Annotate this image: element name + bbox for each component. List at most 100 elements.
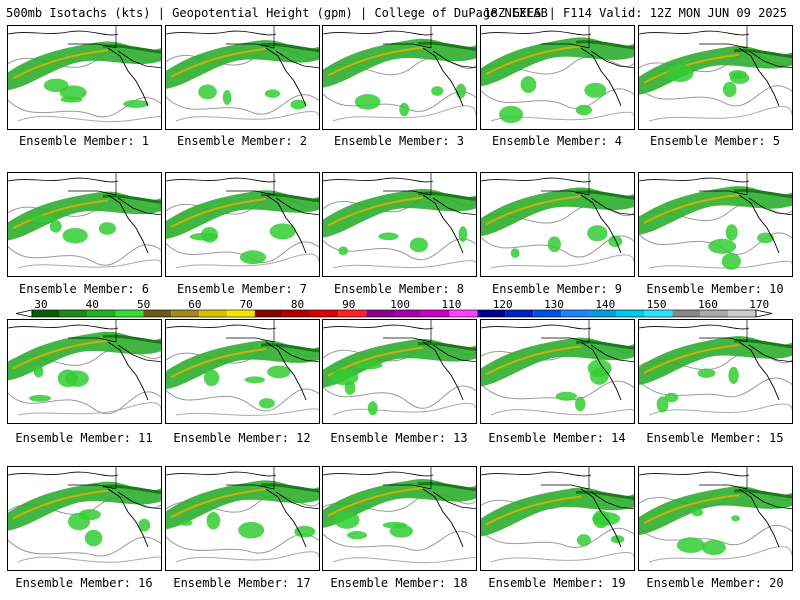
ensemble-member-label: Ensemble Member: 19 [488,576,626,590]
colorbar-swatch [449,310,478,317]
colorbar-swatch [226,310,255,317]
ensemble-member-label: Ensemble Member: 17 [173,576,311,590]
ensemble-member-label: Ensemble Member: 7 [176,282,308,296]
colorbar-swatch [254,310,283,317]
colorbar-swatch [672,310,701,317]
ensemble-member-label: Ensemble Member: 4 [491,134,623,148]
ensemble-member-label: Ensemble Member: 8 [333,282,465,296]
ensemble-map-panel [638,319,793,424]
ensemble-map-panel [7,25,162,130]
colorbar-tick-label: 80 [290,298,305,311]
ensemble-member-label: Ensemble Member: 14 [488,431,626,445]
ensemble-map-panel [480,466,635,571]
isotach-map-graphic [166,320,319,416]
ensemble-map-panel [480,25,635,130]
colorbar-tick-label: 110 [441,298,462,311]
isotach-map-graphic [8,467,161,563]
colorbar-swatch [171,310,200,317]
header-valid-time: 18Z GEFS | F114 Valid: 12Z MON JUN 09 20… [483,6,787,20]
ensemble-map-panel [165,172,320,277]
colorbar-tick-label: 170 [749,298,770,311]
isotach-map-graphic [323,467,476,564]
ensemble-map-panel [322,319,477,424]
ensemble-member-label: Ensemble Member: 12 [173,431,311,445]
ensemble-map-panel [480,172,635,277]
ensemble-member-label: Ensemble Member: 2 [176,134,308,148]
colorbar-swatch [394,310,422,317]
ensemble-map-panel [638,466,793,571]
ensemble-member-label: Ensemble Member: 11 [15,431,153,445]
colorbar-swatch [616,310,645,317]
ensemble-member-label: Ensemble Member: 16 [15,576,153,590]
colorbar-tick-label: 70 [239,298,253,311]
isotach-map-graphic [166,26,319,122]
colorbar-swatch [477,310,506,317]
ensemble-member-label: Ensemble Member: 20 [646,576,784,590]
colorbar-left-arrow [15,309,33,318]
colorbar-swatch [588,310,617,317]
colorbar-swatch [87,310,116,317]
colorbar-tick-label: 60 [188,298,202,311]
ensemble-map-panel [322,466,477,571]
isotach-map-graphic [8,173,161,269]
ensemble-member-label: Ensemble Member: 10 [646,282,784,296]
colorbar-swatch [338,310,367,317]
ensemble-map-panel [322,25,477,130]
colorbar-tick-label: 130 [544,298,564,311]
colorbar-swatch [282,310,311,317]
isotach-map-graphic [323,26,476,122]
ensemble-map-panel [7,172,162,277]
colorbar-swatch [115,310,144,317]
isotach-map-graphic [481,320,634,416]
colorbar-tick-label: 120 [492,298,513,311]
isotach-map-graphic [481,26,634,124]
ensemble-map-panel [7,466,162,571]
colorbar-tick-label: 160 [697,298,718,311]
ensemble-member-label: Ensemble Member: 3 [333,134,465,148]
ensemble-member-label: Ensemble Member: 1 [18,134,150,148]
ensemble-map-panel [480,319,635,424]
ensemble-map-panel [7,319,162,424]
colorbar-tick-label: 100 [390,298,411,311]
colorbar-swatch [700,310,729,317]
colorbar-tick-label: 90 [342,298,356,311]
ensemble-member-label: Ensemble Member: 18 [330,576,468,590]
colorbar-swatch [143,310,172,317]
isotach-map-graphic [639,320,792,416]
colorbar-graphic [15,309,773,318]
ensemble-map-panel [638,172,793,277]
colorbar-swatch [644,310,673,317]
isotach-map-graphic [323,173,476,269]
colorbar-swatch [32,310,60,317]
isotach-map-graphic [166,173,319,269]
colorbar-right-arrow [755,309,773,318]
ensemble-map-panel [165,25,320,130]
ensemble-member-label: Ensemble Member: 13 [330,431,468,445]
colorbar-tick-label: 40 [85,298,99,311]
header-title: 500mb Isotachs (kts) | Geopotential Heig… [6,6,548,20]
isotach-map-graphic [8,26,161,123]
ensemble-map-panel [638,25,793,130]
colorbar-swatch [421,310,450,317]
colorbar-swatch [728,310,756,317]
isotach-map-graphic [639,467,792,563]
colorbar: 30 40 50 60 70 80 90 100 110 120 130 140 150 160 170 [14,298,784,318]
colorbar-swatch [366,310,394,317]
isotach-map-graphic [166,467,319,563]
isotach-map-graphic [639,26,792,122]
colorbar-swatch [199,310,227,317]
ensemble-member-label: Ensemble Member: 15 [646,431,784,445]
colorbar-tick-label: 50 [136,298,151,311]
colorbar-swatch [59,310,88,317]
isotach-map-graphic [481,467,634,563]
colorbar-swatch [561,310,589,317]
colorbar-swatch [505,310,534,317]
ensemble-member-label: Ensemble Member: 9 [491,282,623,296]
ensemble-map-panel [165,319,320,424]
isotach-map-graphic [323,320,476,416]
colorbar-border [31,309,757,318]
isotach-map-graphic [639,173,792,270]
ensemble-map-panel [165,466,320,571]
ensemble-member-label: Ensemble Member: 6 [18,282,150,296]
colorbar-tick-label: 150 [646,298,667,311]
